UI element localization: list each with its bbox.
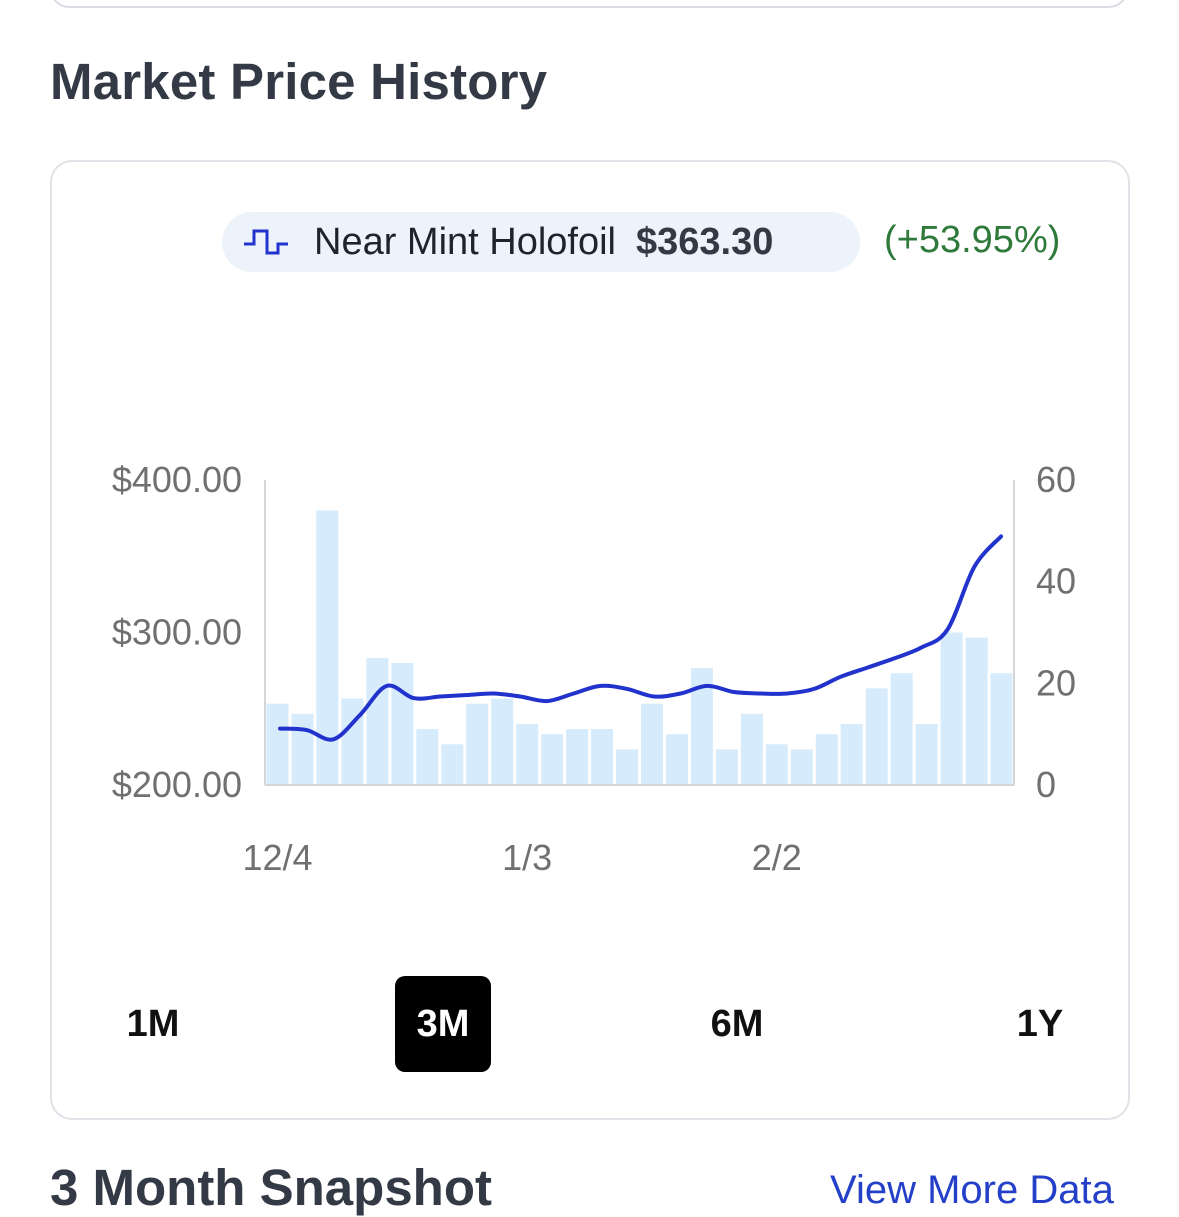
y-right-tick-label: 40 (1036, 561, 1076, 602)
volume-bar (291, 713, 314, 785)
volume-bar (541, 734, 564, 785)
volume-bar (765, 744, 788, 785)
volume-bar (815, 734, 838, 785)
price-change: (+53.95%) (884, 219, 1061, 261)
volume-bar (366, 657, 389, 785)
range-6m-button[interactable]: 6M (689, 976, 785, 1072)
volume-bar (666, 734, 688, 785)
volume-bar (491, 698, 514, 785)
volume-bar (441, 744, 464, 785)
legend-price: $363.30 (636, 220, 774, 263)
range-3m-button[interactable]: 3M (395, 976, 491, 1072)
volume-bar (616, 749, 638, 785)
y-right-tick-label: 60 (1036, 459, 1076, 500)
volume-bar (740, 713, 763, 785)
y-right-tick-label: 0 (1036, 764, 1056, 805)
volume-bar (890, 673, 913, 785)
volume-bar (840, 724, 863, 785)
volume-bar (790, 749, 813, 785)
volume-bar (940, 632, 963, 785)
x-tick-label: 2/2 (752, 837, 802, 878)
volume-bar (266, 703, 289, 785)
volume-bar (416, 729, 439, 785)
volume-bar (466, 703, 489, 785)
section-title: Market Price History (50, 53, 548, 110)
range-1y-button[interactable]: 1Y (992, 976, 1088, 1072)
volume-bar (715, 749, 738, 785)
volume-bar (591, 729, 614, 785)
view-more-link[interactable]: View More Data (830, 1168, 1114, 1212)
volume-bar (690, 668, 713, 785)
volume-bar (391, 663, 414, 785)
legend-label: Near Mint Holofoil (314, 220, 616, 263)
price-chart: $400.00 $300.00 $200.00 60 40 20 0 12/4 1/3 2/2 (112, 459, 1076, 878)
snapshot-title: 3 Month Snapshot (50, 1159, 492, 1216)
volume-bar (341, 698, 364, 785)
price-history-card: Near Mint Holofoil $363.30 (+53.95%) $40… (50, 160, 1130, 1120)
range-1m-button[interactable]: 1M (105, 976, 201, 1072)
volume-bar (641, 703, 663, 785)
volume-bar (990, 673, 1013, 785)
volume-bar (965, 637, 988, 785)
previous-card-edge (50, 0, 1128, 8)
price-step-icon (244, 229, 288, 255)
y-left-tick-label: $200.00 (112, 764, 242, 805)
x-tick-label: 12/4 (242, 837, 312, 878)
y-left-tick-label: $400.00 (112, 459, 242, 500)
legend-item[interactable]: Near Mint Holofoil $363.30 (222, 212, 860, 272)
volume-bar (566, 729, 589, 785)
range-selector: 1M 3M 6M 1Y (52, 976, 1128, 1072)
x-tick-label: 1/3 (502, 837, 552, 878)
y-left-tick-label: $300.00 (112, 612, 242, 653)
volume-bar (516, 724, 539, 785)
price-line (278, 534, 1003, 742)
volume-bar (316, 510, 339, 785)
y-right-tick-label: 20 (1036, 662, 1076, 703)
volume-bar (915, 724, 938, 785)
volume-bar (865, 688, 888, 785)
